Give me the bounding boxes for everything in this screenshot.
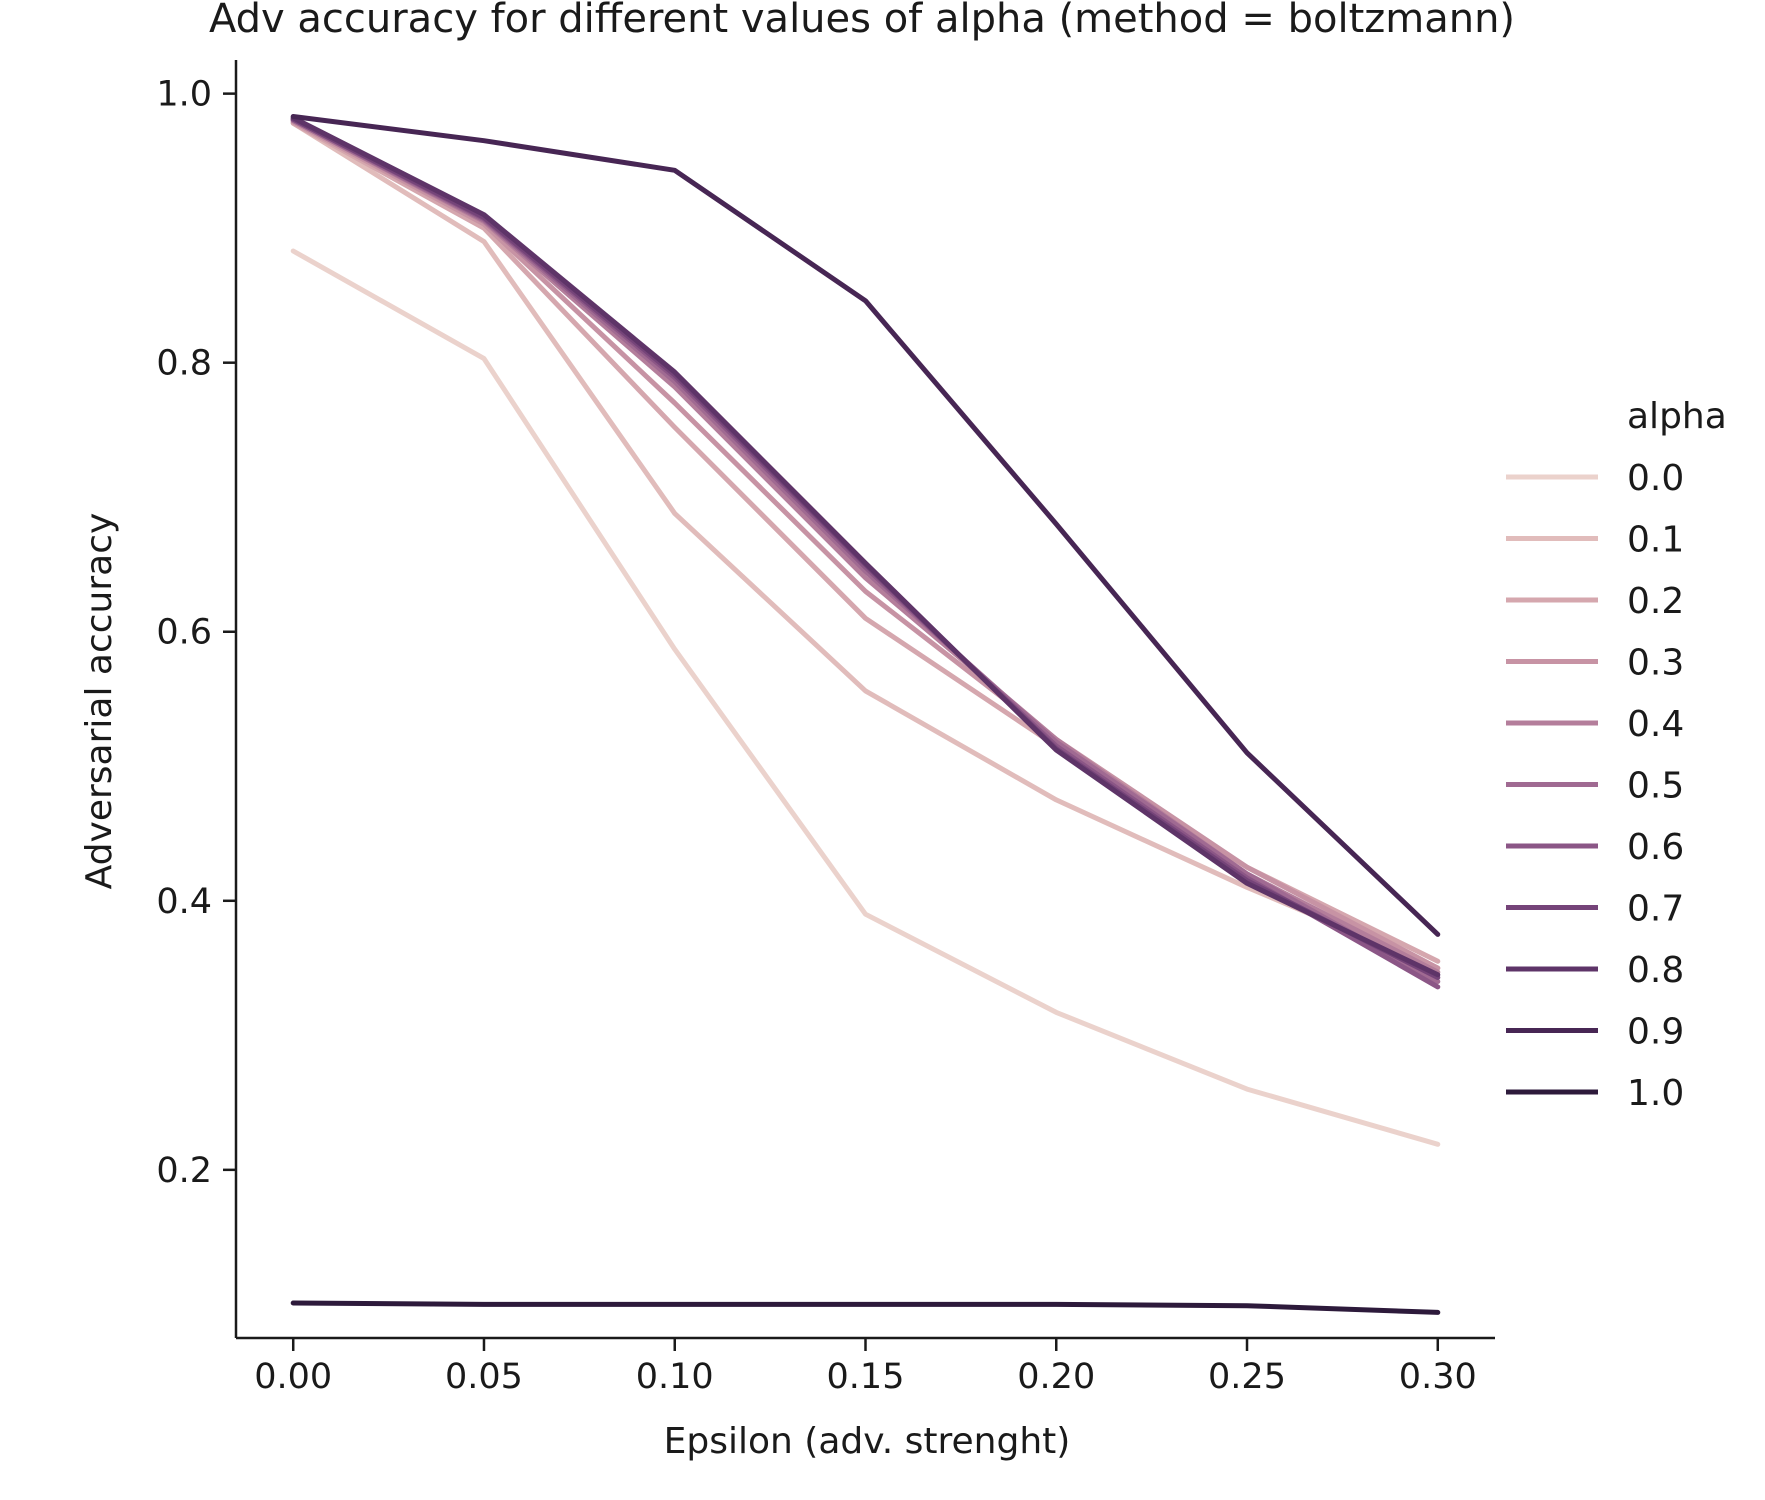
legend-label: 0.1 bbox=[1627, 520, 1684, 561]
legend-title: alpha bbox=[1627, 396, 1727, 437]
x-tick-label: 0.05 bbox=[445, 1357, 523, 1397]
x-axis: 0.00 0.05 0.10 0.15 0.20 0.25 0.30 bbox=[236, 1336, 1495, 1397]
y-tick-label: 0.2 bbox=[156, 1151, 212, 1191]
legend-label: 0.8 bbox=[1627, 950, 1684, 991]
series-line-0-8 bbox=[290, 115, 1441, 978]
y-axis: 0.2 0.4 0.6 0.8 1.0 bbox=[156, 60, 238, 1338]
x-tick-label: 0.00 bbox=[254, 1357, 332, 1397]
legend-label: 0.9 bbox=[1627, 1012, 1684, 1053]
series-line-0-0 bbox=[290, 248, 1441, 1147]
plot-area bbox=[290, 114, 1441, 1315]
legend-label: 0.2 bbox=[1627, 581, 1684, 622]
series-line-0-2 bbox=[290, 120, 1441, 964]
x-tick-label: 0.20 bbox=[1017, 1357, 1095, 1397]
y-tick-label: 0.8 bbox=[156, 344, 212, 384]
legend-label: 0.0 bbox=[1627, 458, 1684, 499]
series-line-1-0 bbox=[290, 1300, 1441, 1315]
x-tick-label: 0.30 bbox=[1399, 1357, 1477, 1397]
legend-label: 0.5 bbox=[1627, 766, 1684, 807]
series-line-0-4 bbox=[290, 118, 1441, 975]
series-line-0-1 bbox=[290, 120, 1441, 971]
y-tick-label: 1.0 bbox=[156, 75, 212, 115]
chart-title: Adv accuracy for different values of alp… bbox=[209, 0, 1515, 42]
legend-label: 0.3 bbox=[1627, 643, 1684, 684]
x-tick-label: 0.25 bbox=[1208, 1357, 1286, 1397]
x-axis-label: Epsilon (adv. strenght) bbox=[664, 1421, 1071, 1462]
legend-label: 0.6 bbox=[1627, 827, 1684, 868]
series-line-0-6 bbox=[290, 116, 1441, 990]
x-tick-label: 0.10 bbox=[636, 1357, 714, 1397]
legend-label: 0.7 bbox=[1627, 889, 1684, 930]
legend-label: 1.0 bbox=[1627, 1073, 1684, 1114]
series-line-0-3 bbox=[290, 119, 1441, 971]
series-line-0-7 bbox=[290, 116, 1441, 980]
y-tick-label: 0.4 bbox=[156, 882, 212, 922]
legend: alpha 0.0 0.1 0.2 0.3 0.4 0.5 0.6 0.7 0.8 0.9 1.0 bbox=[1506, 396, 1727, 1114]
series-line-0-5 bbox=[290, 118, 1441, 984]
y-axis-label: Adversarial accuracy bbox=[79, 513, 120, 890]
series-line-0-9 bbox=[290, 114, 1441, 937]
legend-label: 0.4 bbox=[1627, 704, 1684, 745]
y-tick-label: 0.6 bbox=[156, 613, 212, 653]
x-tick-label: 0.15 bbox=[827, 1357, 905, 1397]
